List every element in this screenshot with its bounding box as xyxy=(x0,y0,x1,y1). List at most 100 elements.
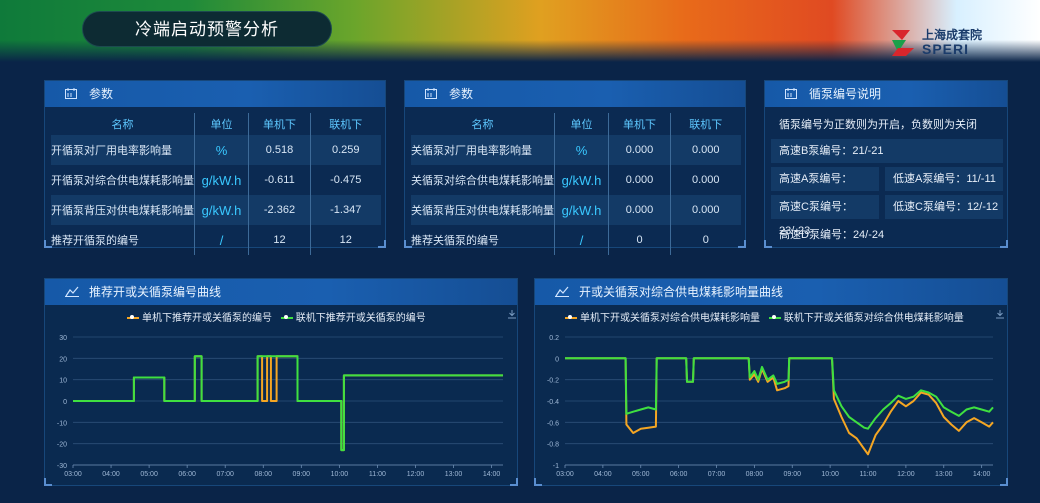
panel-header: 参数 xyxy=(45,81,385,107)
y-tick-label: -0.8 xyxy=(547,442,559,449)
col-name: 名称 xyxy=(111,119,134,131)
x-tick-label: 03:00 xyxy=(64,471,82,478)
row-single: -0.611 xyxy=(248,165,311,195)
col-unit: 单位 xyxy=(554,113,609,135)
info-item: 高速B泵编号：21/-21 xyxy=(771,139,1003,163)
x-tick-label: 10:00 xyxy=(821,471,839,478)
info-description: 循泵编号为正数则为开启，负数则为关闭 xyxy=(779,119,977,131)
download-icon[interactable] xyxy=(507,309,517,319)
start-pump-panel: 参数 名称 单位 单机下 联机下 开循泵对厂用电率影响量 % 0.518 0.2… xyxy=(44,80,386,255)
calendar-icon xyxy=(785,88,797,99)
panel-header: 开或关循泵对综合供电煤耗影响量曲线 xyxy=(535,279,1007,305)
x-tick-label: 04:00 xyxy=(594,471,612,478)
row-joint: 0.000 xyxy=(670,135,741,165)
series-line-single xyxy=(73,355,503,452)
row-joint: -1.347 xyxy=(310,195,381,225)
chart-title: 推荐开或关循泵编号曲线 xyxy=(89,285,222,299)
legend-marker-single xyxy=(565,315,577,320)
logo-text-en: SPERI xyxy=(922,41,970,57)
table-row: 关循泵背压对供电煤耗影响量 g/kW.h 0.000 0.000 xyxy=(411,195,741,225)
speri-logo-icon xyxy=(892,30,914,56)
chart-legend: 单机下推荐开或关循泵的编号 联机下推荐开或关循泵的编号 xyxy=(127,309,426,324)
stop-params-table: 名称 单位 单机下 联机下 关循泵对厂用电率影响量 % 0.000 0.000 … xyxy=(411,113,741,255)
row-single: 0.000 xyxy=(608,165,671,195)
row-single: 0 xyxy=(608,225,671,255)
row-joint: 12 xyxy=(310,225,381,255)
col-single: 单机下 xyxy=(608,113,671,135)
col-name: 名称 xyxy=(471,119,494,131)
x-tick-label: 05:00 xyxy=(140,471,158,478)
row-name: 推荐开循泵的编号 xyxy=(51,235,139,247)
info-item: 低速A泵编号：11/-11 xyxy=(885,167,1003,191)
row-joint: -0.475 xyxy=(310,165,381,195)
y-tick-label: 20 xyxy=(59,356,67,363)
row-unit: g/kW.h xyxy=(554,195,609,225)
info-item: 低速C泵编号：12/-12 xyxy=(885,195,1003,219)
row-joint: 0.259 xyxy=(310,135,381,165)
y-tick-label: -30 xyxy=(57,463,67,470)
table-row: 推荐关循泵的编号 / 0 0 xyxy=(411,225,741,255)
y-tick-label: 10 xyxy=(59,378,67,385)
legend-item-single[interactable]: 单机下推荐开或关循泵的编号 xyxy=(142,313,272,324)
x-tick-label: 14:00 xyxy=(483,471,501,478)
panel-title: 循泵编号说明 xyxy=(809,87,882,101)
row-unit: % xyxy=(194,135,249,165)
chart-legend: 单机下开或关循泵对综合供电煤耗影响量 联机下开或关循泵对综合供电煤耗影响量 xyxy=(565,309,964,324)
row-unit: g/kW.h xyxy=(194,195,249,225)
row-name: 关循泵对综合供电煤耗影响量 xyxy=(411,175,554,187)
series-line-single xyxy=(565,357,994,456)
x-tick-label: 10:00 xyxy=(331,471,349,478)
legend-marker-single xyxy=(127,315,139,320)
col-joint: 联机下 xyxy=(670,113,741,135)
legend-item-joint[interactable]: 联机下开或关循泵对综合供电煤耗影响量 xyxy=(783,313,964,324)
chart-icon xyxy=(65,286,79,297)
row-name: 开循泵背压对供电煤耗影响量 xyxy=(51,195,195,225)
row-joint: 0.000 xyxy=(670,195,741,225)
pump-info-panel: 循泵编号说明 循泵编号为正数则为开启，负数则为关闭 高速B泵编号：21/-21 … xyxy=(764,80,1008,248)
chart-icon xyxy=(555,286,569,297)
y-tick-label: -0.4 xyxy=(547,399,559,406)
row-unit: g/kW.h xyxy=(194,165,249,195)
y-tick-label: -10 xyxy=(57,420,67,427)
stop-pump-panel: 参数 名称 单位 单机下 联机下 关循泵对厂用电率影响量 % 0.000 0.0… xyxy=(404,80,746,255)
download-icon[interactable] xyxy=(995,309,1005,319)
x-tick-label: 11:00 xyxy=(369,471,386,478)
row-name: 推荐关循泵的编号 xyxy=(411,235,499,247)
table-row: 关循泵对厂用电率影响量 % 0.000 0.000 xyxy=(411,135,741,165)
row-single: 0.000 xyxy=(608,195,671,225)
info-item: 高速D泵编号：24/-24 xyxy=(779,229,885,241)
row-unit: % xyxy=(554,135,609,165)
x-tick-label: 12:00 xyxy=(897,471,915,478)
x-tick-label: 13:00 xyxy=(935,471,953,478)
chart-title: 开或关循泵对综合供电煤耗影响量曲线 xyxy=(579,285,784,299)
x-tick-label: 07:00 xyxy=(216,471,234,478)
coal-impact-chart-panel: 开或关循泵对综合供电煤耗影响量曲线 单机下开或关循泵对综合供电煤耗影响量 联机下… xyxy=(534,278,1008,486)
row-single: -2.362 xyxy=(248,195,311,225)
panel-title: 参数 xyxy=(449,87,474,101)
start-params-table: 名称 单位 单机下 联机下 开循泵对厂用电率影响量 % 0.518 0.259 … xyxy=(51,113,381,255)
panel-header: 推荐开或关循泵编号曲线 xyxy=(45,279,517,305)
legend-item-single[interactable]: 单机下开或关循泵对综合供电煤耗影响量 xyxy=(580,313,760,324)
panel-title: 参数 xyxy=(89,87,114,101)
logo: 上海成套院 SPERI xyxy=(886,26,1036,60)
pump-number-chart-panel: 推荐开或关循泵编号曲线 单机下推荐开或关循泵的编号 联机下推荐开或关循泵的编号 … xyxy=(44,278,518,486)
row-unit: g/kW.h xyxy=(554,165,609,195)
table-row: 开循泵背压对供电煤耗影响量 g/kW.h -2.362 -1.347 xyxy=(51,195,381,225)
row-name: 开循泵对综合供电煤耗影响量 xyxy=(51,175,194,187)
col-single: 单机下 xyxy=(248,113,311,135)
legend-item-joint[interactable]: 联机下推荐开或关循泵的编号 xyxy=(295,313,426,324)
x-tick-label: 13:00 xyxy=(445,471,463,478)
legend-marker-joint xyxy=(280,315,293,320)
x-tick-label: 06:00 xyxy=(670,471,688,478)
x-tick-label: 03:00 xyxy=(556,471,574,478)
x-tick-label: 08:00 xyxy=(254,471,272,478)
y-tick-label: 0.2 xyxy=(549,335,559,342)
row-unit: / xyxy=(554,225,609,255)
table-row: 推荐开循泵的编号 / 12 12 xyxy=(51,225,381,255)
panel-header: 循泵编号说明 xyxy=(765,81,1007,107)
info-item: 高速C泵编号：23/-23 xyxy=(771,195,879,237)
series-line-joint xyxy=(565,357,994,430)
chart-plot: 0.2 0 -0.2 -0.4 -0.6 -0.8 -103:00 04:00 05:00 06:… xyxy=(547,335,994,478)
calendar-icon xyxy=(425,88,437,99)
